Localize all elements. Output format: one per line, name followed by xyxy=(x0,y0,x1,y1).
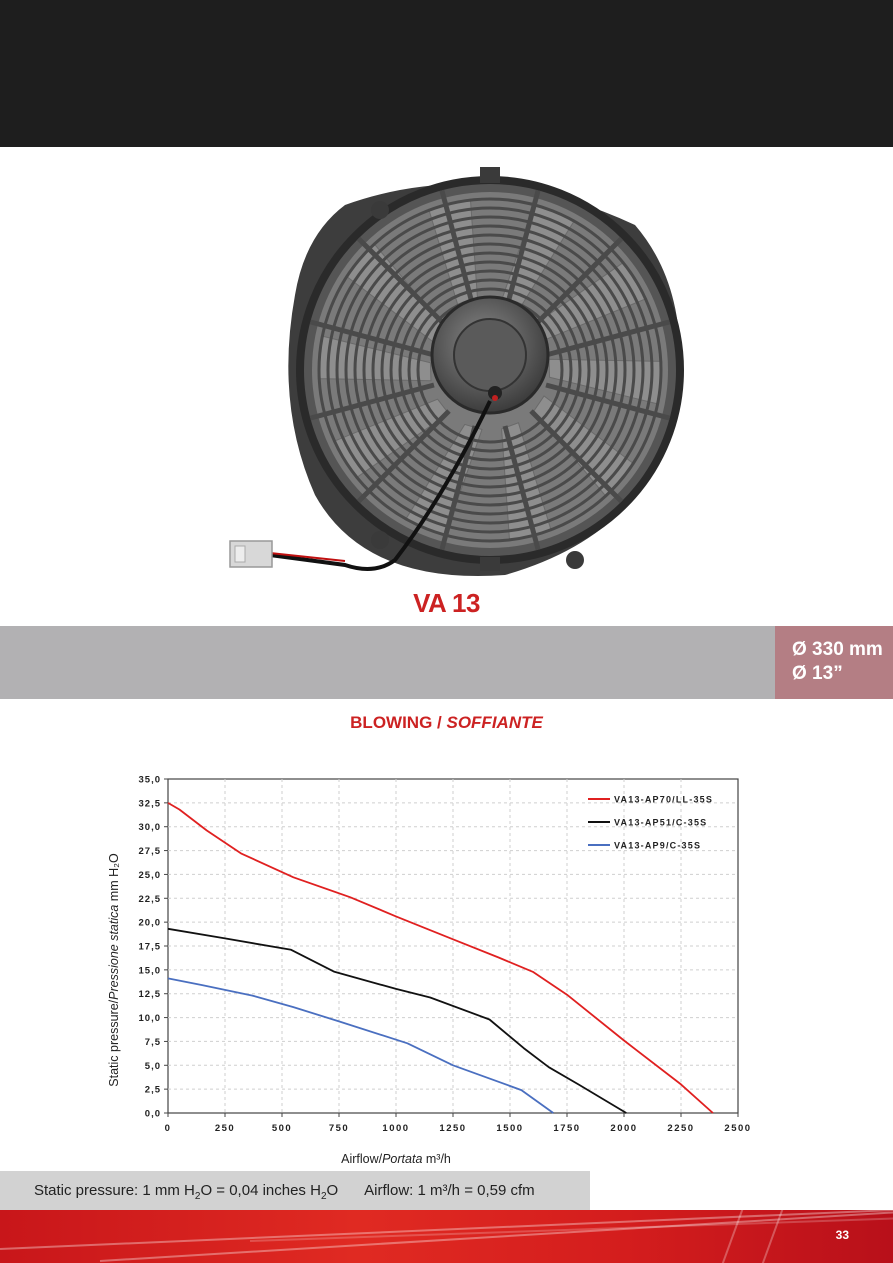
fan-image xyxy=(205,165,705,585)
section-title-it: SOFFIANTE xyxy=(446,713,543,732)
x-tick-label: 2000 xyxy=(610,1123,637,1134)
chart-svg: 0,0 2,5 5,0 7,5 10,0 12,5 15,0 17,5 20,0 22,5 25,0… xyxy=(107,775,751,1167)
x-tick-label: 1500 xyxy=(496,1123,523,1134)
y-tick-label: 35,0 xyxy=(139,775,162,786)
diameter-in: Ø 13” xyxy=(792,663,843,684)
series-line xyxy=(167,977,554,1114)
diameter-box: Ø 330 mm Ø 13” xyxy=(775,626,893,699)
x-tick-label: 1250 xyxy=(439,1123,466,1134)
legend-label: VA13-AP51/C-35S xyxy=(614,818,707,828)
x-axis-label: Airflow/Portata m³/h xyxy=(341,1152,451,1166)
y-tick-labels: 0,0 2,5 5,0 7,5 10,0 12,5 15,0 17,5 20,0 22,5 25,0… xyxy=(139,775,162,1120)
x-tick-label: 1000 xyxy=(382,1123,409,1134)
x-tick-label: 750 xyxy=(329,1123,349,1134)
y-tick-label: 20,0 xyxy=(139,918,162,929)
x-tick-label: 2500 xyxy=(724,1123,751,1134)
x-tick-label: 2250 xyxy=(667,1123,694,1134)
y-tick-label: 30,0 xyxy=(139,822,162,833)
y-tick-label: 32,5 xyxy=(139,798,162,809)
x-tick-label: 500 xyxy=(272,1123,292,1134)
chart-grid xyxy=(164,778,739,1117)
spec-band xyxy=(0,626,775,699)
x-tick-labels: 0 250 500 750 1000 1250 1500 1750 2000 2250 2500 xyxy=(165,1123,751,1134)
y-tick-label: 5,0 xyxy=(145,1061,161,1072)
y-tick-label: 25,0 xyxy=(139,870,162,881)
series-line xyxy=(167,927,627,1114)
legend-label: VA13-AP9/C-35S xyxy=(614,841,701,851)
section-title-en: BLOWING / xyxy=(350,713,447,732)
header-band xyxy=(0,0,893,147)
y-tick-label: 17,5 xyxy=(139,942,162,953)
diameter-mm: Ø 330 mm xyxy=(792,639,883,660)
section-title: BLOWING / SOFFIANTE xyxy=(0,713,893,733)
x-tick-label: 250 xyxy=(215,1123,235,1134)
x-tick-label: 0 xyxy=(165,1123,172,1134)
airflow-conversion: Airflow: 1 m³/h = 0,59 cfm xyxy=(364,1182,535,1199)
performance-chart: 0,0 2,5 5,0 7,5 10,0 12,5 15,0 17,5 20,0 22,5 25,0… xyxy=(100,765,760,1170)
y-tick-label: 10,0 xyxy=(139,1013,162,1024)
x-tick-label: 1750 xyxy=(553,1123,580,1134)
y-tick-label: 0,0 xyxy=(145,1109,161,1120)
series-line xyxy=(167,802,714,1114)
pressure-conversion: Static pressure: 1 mm H2O = 0,04 inches … xyxy=(34,1182,339,1202)
y-tick-label: 15,0 xyxy=(139,965,162,976)
footer-band xyxy=(0,1210,893,1263)
y-tick-label: 22,5 xyxy=(139,894,162,905)
chart-legend: VA13-AP70/LL-35S VA13-AP51/C-35S VA13-AP9/… xyxy=(588,795,713,851)
model-title: VA 13 xyxy=(413,588,480,618)
page-number: 33 xyxy=(835,1228,849,1242)
y-tick-label: 12,5 xyxy=(139,989,162,1000)
legend-label: VA13-AP70/LL-35S xyxy=(614,795,713,805)
y-axis-label: Static pressure/Pressione statica mm H₂O xyxy=(107,853,121,1087)
chart-series xyxy=(167,802,714,1114)
y-tick-label: 2,5 xyxy=(145,1085,161,1096)
y-tick-label: 7,5 xyxy=(145,1037,161,1048)
y-tick-label: 27,5 xyxy=(139,846,162,857)
conversion-notes: Static pressure: 1 mm H2O = 0,04 inches … xyxy=(0,1171,590,1210)
